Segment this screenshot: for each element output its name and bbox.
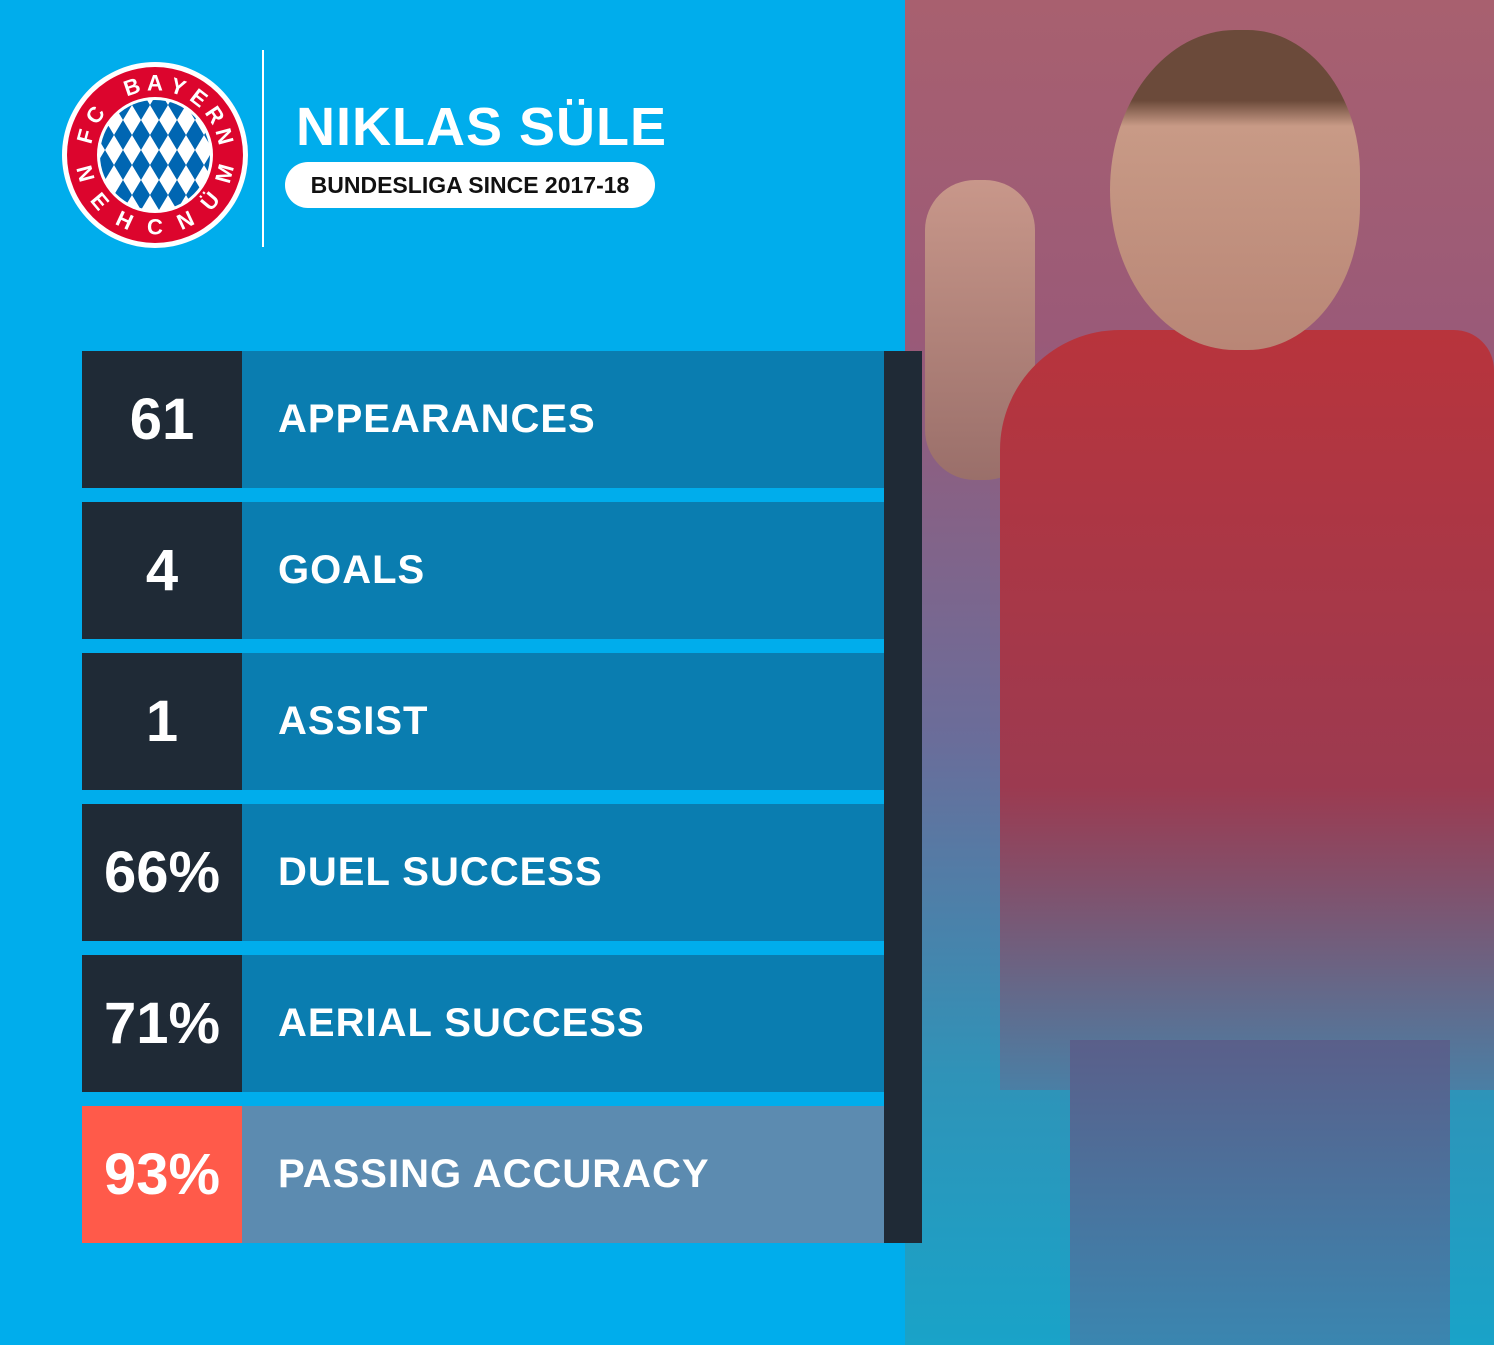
stat-label: PASSING ACCURACY	[242, 1106, 884, 1243]
logo-letter: N	[71, 163, 99, 185]
logo-letter: N	[210, 125, 238, 147]
subtitle-badge: BUNDESLIGA SINCE 2017-18	[285, 162, 655, 208]
player-jersey	[1000, 330, 1494, 1090]
stat-row-duel-success: 66% DUEL SUCCESS	[82, 804, 884, 941]
stat-row-goals: 4 GOALS	[82, 502, 884, 639]
stat-row-passing-accuracy: 93% PASSING ACCURACY	[82, 1106, 884, 1243]
player-photo	[905, 0, 1494, 1345]
stat-label: DUEL SUCCESS	[242, 804, 884, 941]
player-name: NIKLAS SÜLE	[296, 97, 668, 157]
stat-label: GOALS	[242, 502, 884, 639]
stat-value: 93%	[82, 1106, 242, 1243]
stat-value: 66%	[82, 804, 242, 941]
logo-letter: F	[72, 127, 100, 146]
stat-value: 1	[82, 653, 242, 790]
stat-row-assist: 1 ASSIST	[82, 653, 884, 790]
side-accent-bar	[884, 351, 922, 1243]
stat-label: AERIAL SUCCESS	[242, 955, 884, 1092]
header-divider	[262, 50, 264, 247]
logo-letter: B	[120, 72, 143, 101]
stat-value: 4	[82, 502, 242, 639]
stat-value: 61	[82, 351, 242, 488]
stat-label: ASSIST	[242, 653, 884, 790]
player-head	[1110, 30, 1360, 350]
stat-row-aerial-success: 71% AERIAL SUCCESS	[82, 955, 884, 1092]
stat-label: APPEARANCES	[242, 351, 884, 488]
player-shorts	[1070, 1040, 1450, 1345]
stat-row-appearances: 61 APPEARANCES	[82, 351, 884, 488]
logo-letter: A	[147, 71, 163, 96]
stat-value: 71%	[82, 955, 242, 1092]
logo-letter: C	[147, 215, 163, 240]
